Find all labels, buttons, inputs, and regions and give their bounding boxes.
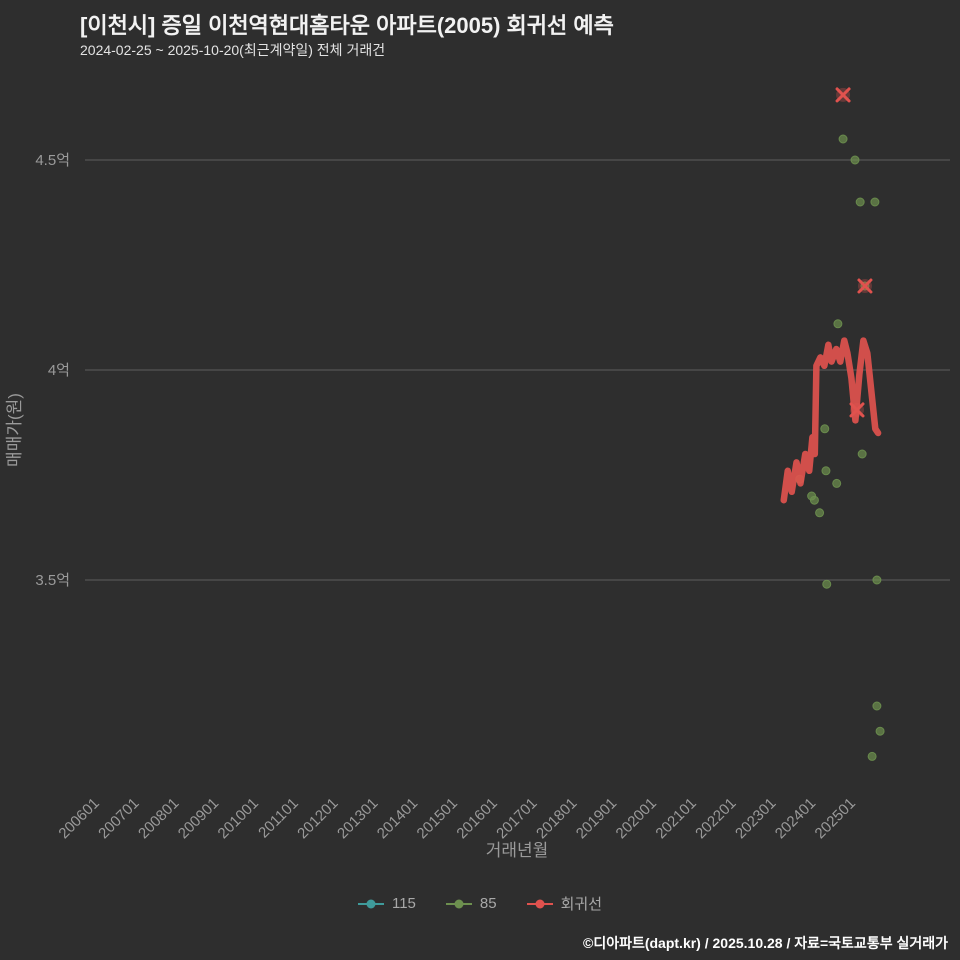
- legend-dot-icon: [535, 899, 545, 908]
- x-tick-label: 201301: [334, 795, 381, 842]
- page-subtitle: 2024-02-25 ~ 2025-10-20(최근계약일) 전체 거래건: [80, 42, 386, 58]
- legend-marker-icon: [357, 899, 384, 908]
- x-tick-label: 201101: [255, 795, 302, 842]
- data-point-85: [870, 197, 880, 207]
- x-tick-label: 201901: [573, 795, 620, 842]
- x-tick-label: 202401: [772, 795, 819, 842]
- x-axis-title: 거래년월: [486, 841, 549, 860]
- y-tick-label: 3.5억: [35, 572, 70, 589]
- x-tick-label: 202201: [692, 795, 739, 842]
- regression-line: [780, 337, 882, 504]
- data-point-85: [809, 495, 819, 505]
- legend-item-85[interactable]: 85: [445, 895, 497, 912]
- legend-dot-icon: [366, 899, 376, 908]
- y-tick-label: 4억: [48, 362, 70, 379]
- data-point-85: [833, 319, 843, 329]
- legend-marker-icon: [445, 899, 472, 908]
- data-point-85: [857, 449, 867, 459]
- data-point-85: [855, 197, 865, 207]
- x-tick-label: 201201: [294, 795, 341, 842]
- x-tick-label: 200701: [95, 795, 142, 842]
- x-tick-label: 202101: [652, 795, 699, 842]
- y-tick-label: 4.5억: [35, 152, 70, 169]
- x-tick-label: 202501: [812, 795, 859, 842]
- tick-label-layer: 4.5억 4억 3.5억 200601200701200801200901201001…: [35, 152, 859, 842]
- legend-item-회귀선[interactable]: 회귀선: [526, 893, 602, 914]
- legend-item-115[interactable]: 115: [357, 895, 416, 912]
- data-point-85: [815, 508, 825, 518]
- x-tick-label: 200901: [175, 795, 222, 842]
- x-tick-label: 201801: [533, 795, 580, 842]
- legend-marker-icon: [526, 899, 553, 908]
- legend-label: 115: [391, 895, 416, 912]
- data-point-85: [875, 726, 885, 736]
- data-point-85: [838, 134, 848, 144]
- data-point-85: [872, 701, 882, 711]
- x-tick-label: 200801: [135, 795, 182, 842]
- x-tick-label: 201501: [414, 795, 461, 842]
- legend-label: 85: [479, 895, 497, 912]
- data-point-85: [820, 424, 830, 434]
- data-point-85: [821, 466, 831, 476]
- legend-dot-icon: [454, 899, 464, 908]
- footer-credit: ©디아파트(dapt.kr) / 2025.10.28 / 자료=국토교통부 실…: [583, 935, 948, 951]
- data-point-85: [832, 478, 842, 488]
- x-tick-label: 201001: [215, 795, 262, 842]
- x-tick-label: 202301: [732, 795, 779, 842]
- data-point-x-회귀선: [857, 278, 873, 294]
- data-point-85: [872, 575, 882, 585]
- x-tick-label: 201601: [453, 795, 500, 842]
- chart-legend: 115 85 회귀선: [0, 893, 960, 914]
- gridline-layer: [85, 159, 950, 581]
- data-point-x-회귀선: [849, 402, 865, 418]
- data-point-85: [850, 155, 860, 165]
- y-axis-title: 매매가(원): [5, 393, 24, 467]
- data-layer: [780, 87, 885, 761]
- x-tick-label: 202001: [613, 795, 660, 842]
- data-point-x-회귀선: [835, 87, 851, 103]
- x-tick-label: 201401: [374, 795, 421, 842]
- data-point-85: [867, 751, 877, 761]
- x-tick-label: 200601: [55, 795, 102, 842]
- data-point-85: [822, 579, 832, 589]
- legend-label: 회귀선: [560, 896, 602, 913]
- x-tick-label: 201701: [493, 795, 540, 842]
- page-title: [이천시] 증일 이천역현대홈타운 아파트(2005) 회귀선 예측: [80, 13, 614, 38]
